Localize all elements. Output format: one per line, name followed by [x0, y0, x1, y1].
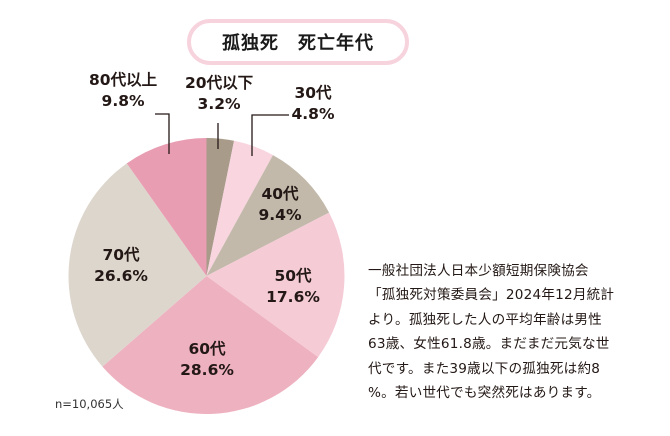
slice-category-label: 80代以上	[89, 71, 158, 89]
slice-category-label: 60代	[188, 339, 226, 358]
outside-slice-label: 20代以下 3.2%	[185, 73, 253, 115]
slice-category-label: 50代	[274, 266, 312, 285]
note-line: 63歳、女性61.8歳。まだまだ元気な世	[368, 336, 610, 353]
pie-slice-70代	[68, 163, 207, 367]
source-note: 一般社団法人日本少額短期保険協会 「孤独死対策委員会」2024年12月統計 より…	[368, 259, 640, 405]
pie-slice-80代以上	[126, 138, 207, 276]
slice-value-label: 3.2%	[197, 95, 241, 113]
chart-title-pill: 孤独死 死亡年代	[187, 19, 409, 65]
slice-value-label: 4.8%	[291, 105, 335, 123]
pie-slice-40代	[206, 155, 330, 276]
pie-slice-30代	[206, 140, 273, 276]
slice-category-label: 40代	[261, 184, 299, 203]
slice-category-label: 20代以下	[185, 74, 254, 92]
sample-size-label: n=10,065人	[55, 397, 124, 411]
outside-slice-label: 30代 4.8%	[292, 83, 335, 125]
pie-slice-60代	[102, 276, 319, 414]
outside-slice-label: 80代以上 9.8%	[89, 70, 157, 112]
leader-line	[155, 113, 170, 154]
chart-title: 孤独死 死亡年代	[222, 33, 374, 54]
slice-category-label: 30代	[294, 84, 332, 102]
slice-value-label: 9.8%	[101, 92, 145, 110]
note-line: 代です。また39歳以下の孤独死は約8	[368, 360, 601, 377]
note-line: 一般社団法人日本少額短期保険協会	[368, 263, 589, 279]
slice-category-label: 70代	[102, 245, 140, 264]
note-line: %。若い世代でも突然死はあります。	[368, 385, 601, 402]
slice-value-label: 9.4%	[259, 206, 302, 224]
slice-value-label: 26.6%	[94, 267, 148, 285]
note-line: より。孤独死した人の平均年齢は男性	[368, 311, 602, 328]
slice-value-label: 17.6%	[266, 288, 320, 306]
pie-slice-20代以下	[206, 138, 235, 276]
pie-slice-50代	[206, 212, 345, 358]
leader-line	[251, 114, 289, 156]
note-line: 「孤独死対策委員会」2024年12月統計	[368, 287, 615, 304]
slice-value-label: 28.6%	[180, 361, 234, 379]
